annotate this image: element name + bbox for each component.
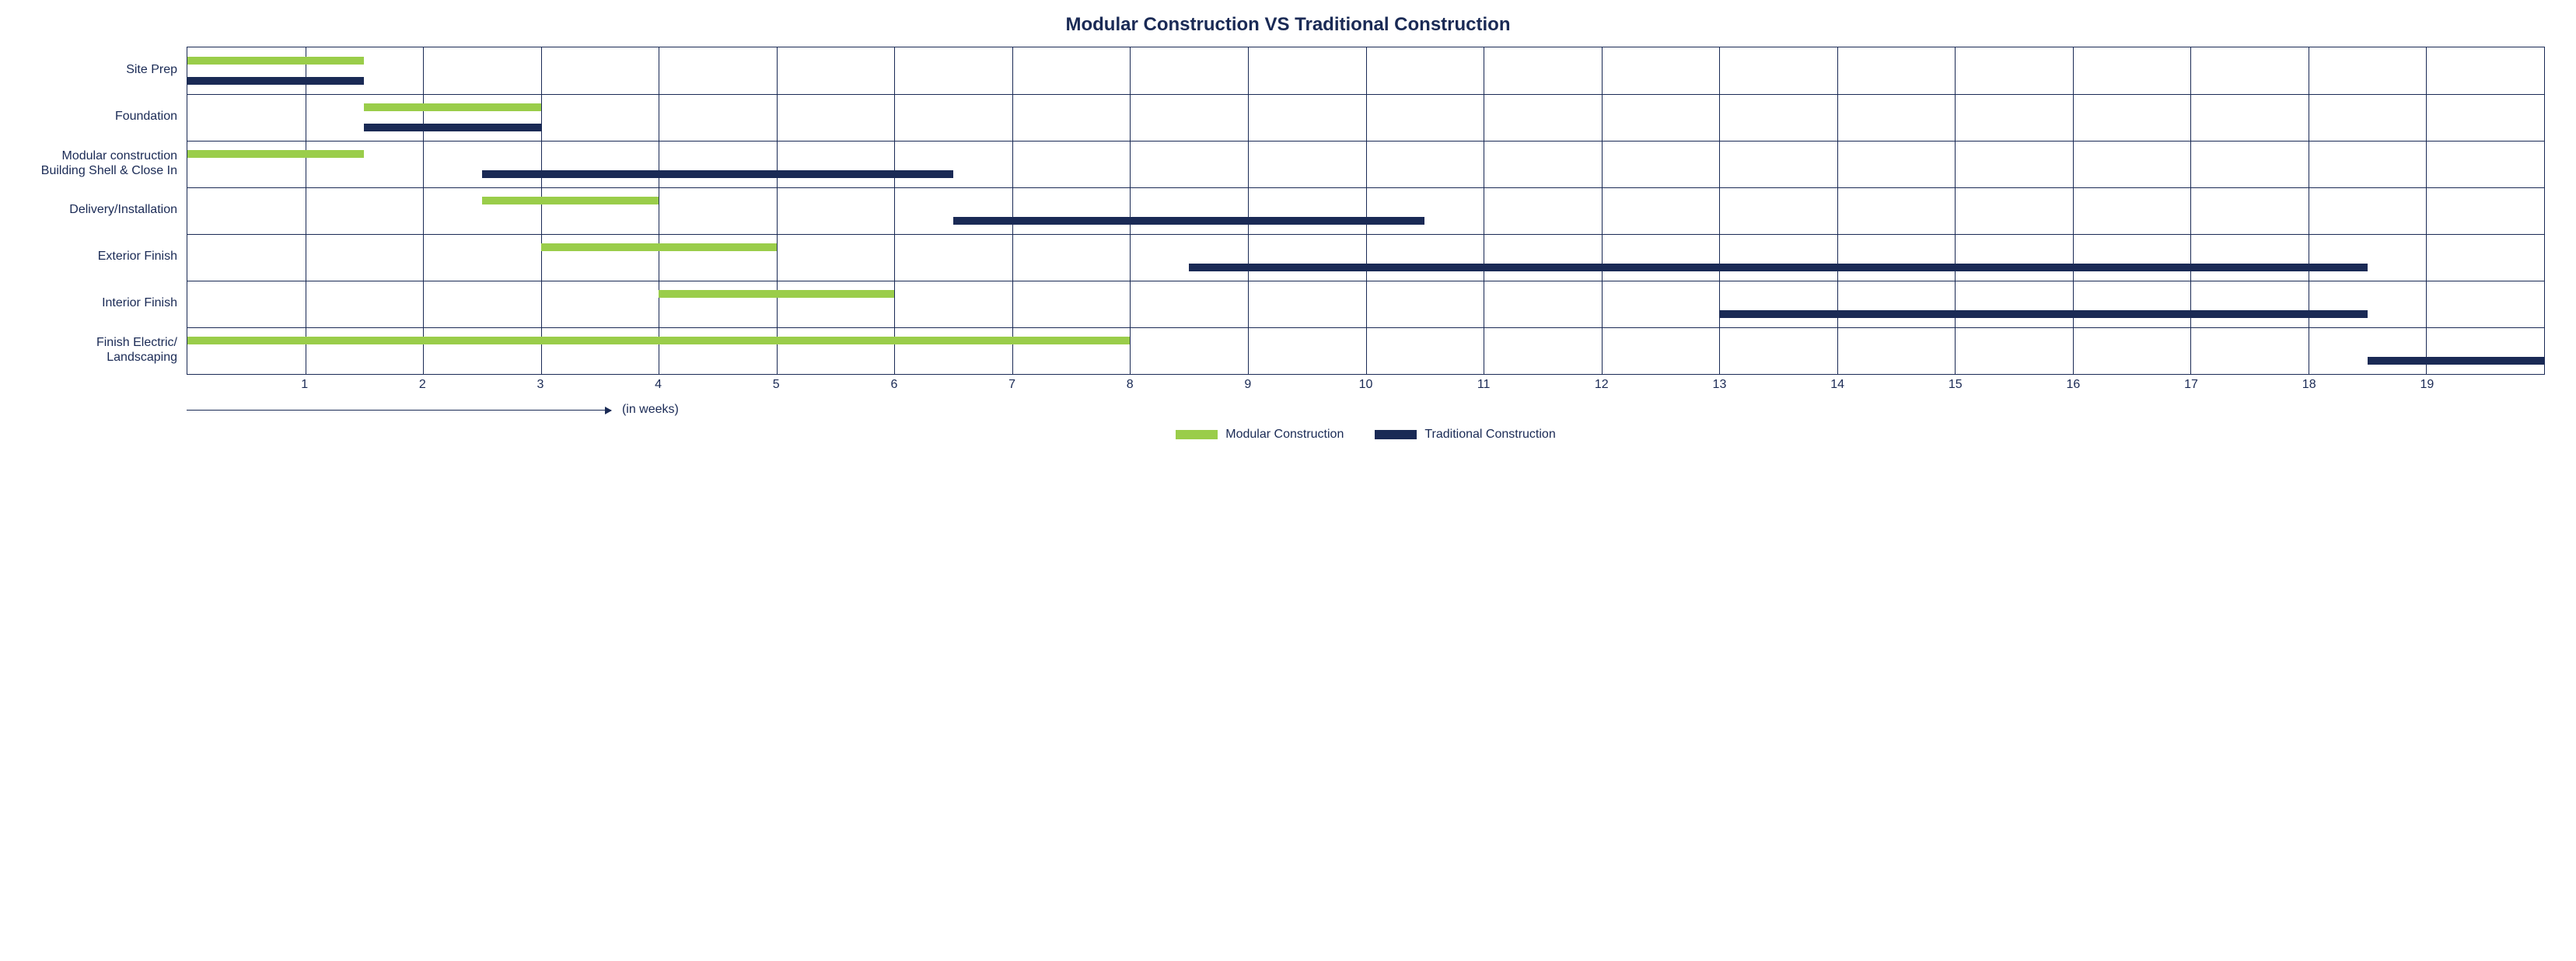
chart-area: Site PrepFoundationModular construction … (31, 47, 2545, 375)
x-axis-ticks: 12345678910111213141516171819 (187, 378, 2545, 395)
x-tick-label: 17 (2184, 378, 2198, 392)
y-axis-spacer (31, 375, 187, 442)
x-tick-label: 10 (1359, 378, 1373, 392)
y-axis-label: Site Prep (31, 47, 177, 93)
x-axis-label: (in weeks) (622, 403, 679, 417)
x-tick-label: 13 (1713, 378, 1727, 392)
chart-container: Modular Construction VS Traditional Cons… (0, 0, 2576, 457)
gantt-bar (364, 124, 540, 131)
gantt-bar (482, 197, 659, 204)
gridline-vertical (1366, 47, 1367, 374)
y-axis-label: Interior Finish (31, 280, 177, 327)
x-tick-label: 9 (1244, 378, 1251, 392)
x-tick-label: 12 (1595, 378, 1609, 392)
x-tick-label: 7 (1008, 378, 1015, 392)
y-axis-label: Finish Electric/ Landscaping (31, 327, 177, 373)
x-tick-label: 3 (537, 378, 544, 392)
y-axis-label: Exterior Finish (31, 233, 177, 280)
x-tick-label: 11 (1477, 378, 1491, 392)
y-axis-label: Modular construction Building Shell & Cl… (31, 140, 177, 187)
x-tick-label: 15 (1949, 378, 1963, 392)
gantt-bar (482, 170, 953, 178)
y-axis-label: Foundation (31, 93, 177, 140)
gantt-bar (953, 217, 1424, 225)
gridline-vertical (1955, 47, 1956, 374)
gridline-vertical (894, 47, 895, 374)
chart-title: Modular Construction VS Traditional Cons… (31, 14, 2545, 36)
legend-swatch (1375, 430, 1417, 439)
x-tick-label: 1 (301, 378, 308, 392)
legend-label: Traditional Construction (1424, 428, 1555, 442)
legend-label: Modular Construction (1225, 428, 1344, 442)
gantt-bar (2368, 357, 2544, 365)
gantt-bar (187, 57, 364, 65)
y-axis-label: Delivery/Installation (31, 187, 177, 233)
gantt-bar (187, 77, 364, 85)
y-axis-labels: Site PrepFoundationModular construction … (31, 47, 187, 373)
gantt-bar (364, 103, 540, 111)
x-axis-label-row: (in weeks) (187, 403, 2545, 417)
legend-item: Modular Construction (1176, 428, 1344, 442)
x-tick-label: 8 (1127, 378, 1134, 392)
x-tick-label: 5 (773, 378, 780, 392)
gantt-bar (1719, 310, 2368, 318)
x-tick-label: 2 (419, 378, 426, 392)
gantt-bar (187, 150, 364, 158)
x-tick-label: 14 (1830, 378, 1844, 392)
gridline-vertical (1719, 47, 1720, 374)
gridline-vertical (2190, 47, 2191, 374)
plot-area (187, 47, 2545, 375)
x-tick-label: 4 (655, 378, 662, 392)
gridline-vertical (1602, 47, 1603, 374)
legend: Modular Construction Traditional Construc… (187, 428, 2545, 442)
x-axis-arrow (187, 410, 611, 411)
gantt-bar (659, 290, 894, 298)
gridline-vertical (423, 47, 424, 374)
legend-swatch (1176, 430, 1218, 439)
x-tick-label: 18 (2302, 378, 2316, 392)
gridline-vertical (2426, 47, 2427, 374)
gridline-vertical (541, 47, 542, 374)
gridline-vertical (1130, 47, 1131, 374)
gridline-vertical (2073, 47, 2074, 374)
x-tick-label: 16 (2066, 378, 2080, 392)
gantt-bar (187, 337, 1130, 344)
gridline-vertical (1248, 47, 1249, 374)
x-tick-label: 6 (890, 378, 897, 392)
arrow-head-icon (605, 407, 612, 414)
gantt-bar (1189, 264, 2368, 271)
gantt-bar (541, 243, 777, 251)
legend-item: Traditional Construction (1375, 428, 1555, 442)
gridline-vertical (1012, 47, 1013, 374)
gridline-vertical (1837, 47, 1838, 374)
x-tick-label: 19 (2420, 378, 2434, 392)
gridline-vertical (777, 47, 778, 374)
